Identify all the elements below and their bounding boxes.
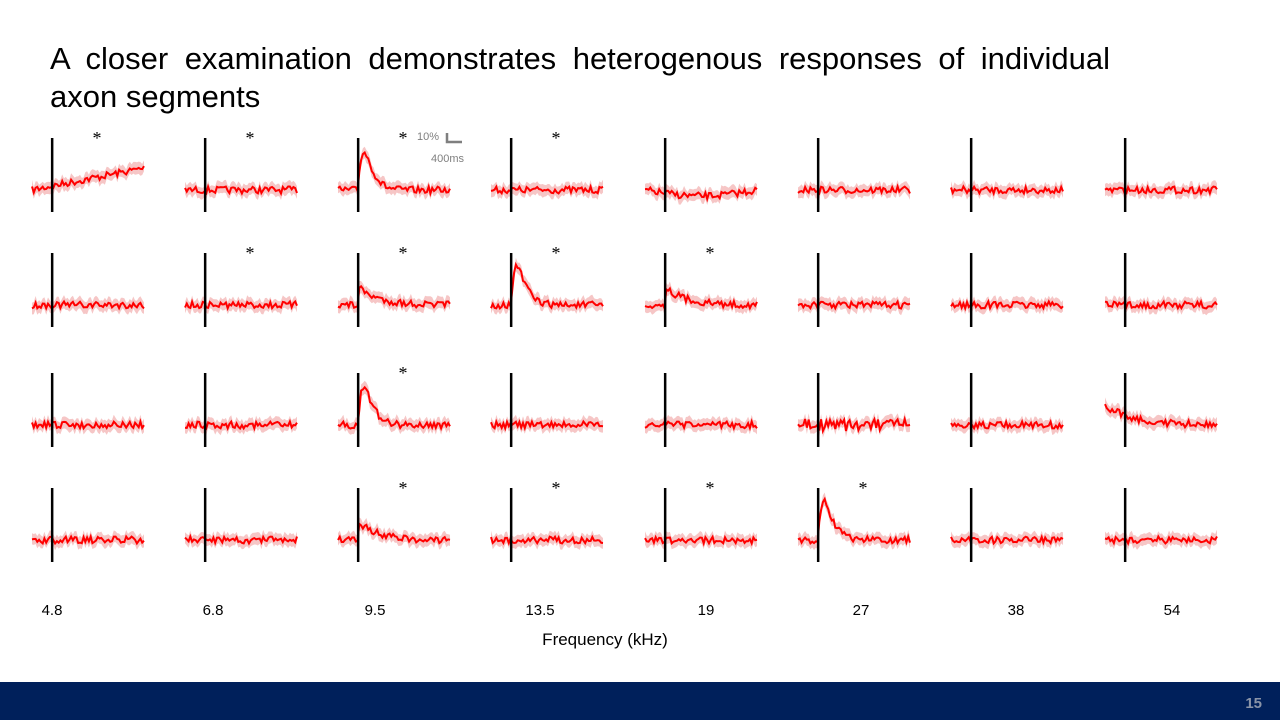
sem-band-r1-27	[798, 180, 910, 200]
trace-r4-13.5	[490, 534, 604, 547]
trace-r2-6.8	[184, 298, 298, 312]
trace-r4-19	[644, 534, 758, 547]
sem-band-r2-13.5	[491, 257, 603, 315]
sem-band-r1-19	[645, 182, 757, 205]
significance-asterisk: *	[398, 478, 407, 498]
significance-asterisk: *	[705, 478, 714, 498]
trace-r3-54	[1104, 403, 1218, 430]
significance-asterisk: *	[245, 128, 254, 148]
trace-r2-54	[1104, 298, 1218, 311]
significance-asterisk: *	[551, 243, 560, 263]
trace-r4-54	[1104, 534, 1218, 547]
sem-band-r1-9.5	[338, 146, 450, 200]
trace-r1-19	[644, 185, 758, 203]
trace-r4-38	[950, 533, 1064, 546]
slide-title: A closer examination demonstrates hetero…	[50, 41, 1110, 114]
trace-r4-4.8	[31, 533, 145, 546]
sem-band-r2-19	[645, 281, 757, 315]
trace-grid: * * * * * * * * * * * * *	[31, 128, 1218, 562]
trace-r3-6.8	[184, 418, 298, 432]
trace-r3-4.8	[31, 418, 145, 432]
trace-r3-13.5	[490, 418, 604, 432]
sem-band-r4-9.5	[338, 517, 450, 550]
sem-band-r1-54	[1105, 180, 1217, 200]
trace-r4-9.5	[337, 521, 451, 545]
frequency-label: 6.8	[202, 602, 224, 619]
trace-r4-6.8	[184, 533, 298, 546]
footer-bar: 15	[0, 682, 1280, 720]
sem-band-r4-19	[645, 530, 757, 550]
trace-r1-9.5	[337, 150, 451, 198]
trace-r1-54	[1104, 184, 1218, 197]
trace-r3-9.5	[337, 385, 451, 432]
significance-asterisk: *	[551, 478, 560, 498]
trace-r2-27	[797, 299, 911, 312]
trace-r2-13.5	[490, 261, 604, 311]
significance-asterisk: *	[398, 243, 407, 263]
trace-r1-27	[797, 183, 911, 196]
sem-band-r3-9.5	[338, 380, 450, 435]
sem-band-r4-6.8	[185, 529, 297, 550]
significance-asterisk: *	[705, 243, 714, 263]
trace-r2-9.5	[337, 284, 451, 310]
trace-r3-38	[950, 418, 1064, 431]
sem-band-r4-38	[951, 530, 1063, 550]
frequency-label: 13.5	[525, 602, 555, 619]
page-number: 15	[1245, 695, 1262, 712]
trace-r2-4.8	[31, 299, 145, 312]
trace-r1-4.8	[31, 165, 145, 196]
trace-r1-13.5	[490, 183, 604, 196]
trace-r2-19	[644, 286, 758, 313]
trace-r3-27	[797, 415, 911, 435]
sem-band-r4-27	[798, 492, 910, 550]
significance-asterisk: *	[551, 128, 560, 148]
trace-r2-38	[950, 298, 1064, 312]
trace-r4-27	[797, 496, 911, 546]
scale-bar-time-label: 400ms	[431, 153, 465, 165]
frequency-label: 19	[697, 602, 715, 619]
trace-r1-38	[950, 183, 1064, 197]
scale-bar-amplitude-label: 10%	[417, 131, 440, 143]
significance-asterisk: *	[245, 243, 254, 263]
sem-band-r2-9.5	[338, 281, 450, 314]
x-axis-label: Frequency (kHz)	[542, 630, 668, 649]
frequency-label: 4.8	[41, 602, 63, 619]
trace-r3-19	[644, 418, 758, 432]
frequency-label: 27	[852, 602, 870, 619]
scale-bar	[445, 133, 462, 144]
significance-asterisk: *	[858, 478, 867, 498]
frequency-label: 54	[1163, 602, 1181, 619]
significance-asterisk: *	[398, 128, 407, 148]
significance-asterisk: *	[92, 128, 101, 148]
significance-asterisk: *	[398, 363, 407, 383]
frequency-label: 9.5	[364, 602, 386, 619]
trace-r1-6.8	[184, 183, 298, 197]
frequency-label: 38	[1007, 602, 1025, 619]
